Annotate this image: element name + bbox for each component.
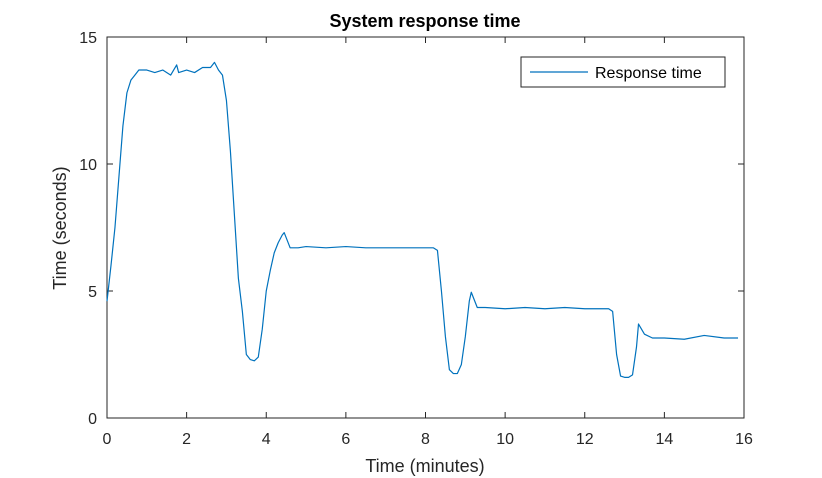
x-tick-label: 0	[103, 431, 112, 448]
x-tick-label: 16	[735, 431, 753, 448]
x-tick-label: 14	[655, 431, 673, 448]
x-axis-label: Time (minutes)	[365, 456, 484, 476]
y-axis-label: Time (seconds)	[50, 166, 70, 289]
response-time-line	[106, 61, 739, 378]
x-tick-label: 4	[262, 431, 271, 448]
legend: Response time	[520, 56, 726, 88]
x-tick-label: 2	[182, 431, 191, 448]
legend-label-response-time: Response time	[595, 65, 702, 82]
y-tick-labels: 0 5 10 15	[79, 30, 97, 428]
y-tick-label: 10	[79, 157, 97, 174]
y-tick-label: 15	[79, 30, 97, 47]
plot-area	[106, 36, 745, 419]
x-tick-labels: 0 2 4 6 8 10 12 14 16	[103, 431, 753, 448]
x-tick-label: 12	[576, 431, 594, 448]
chart-title: System response time	[329, 11, 520, 31]
x-tick-label: 10	[496, 431, 514, 448]
x-tick-label: 8	[421, 431, 430, 448]
y-tick-label: 5	[88, 284, 97, 301]
x-tick-label: 6	[341, 431, 350, 448]
y-tick-label: 0	[88, 411, 97, 428]
axis-ticks	[106, 36, 745, 419]
